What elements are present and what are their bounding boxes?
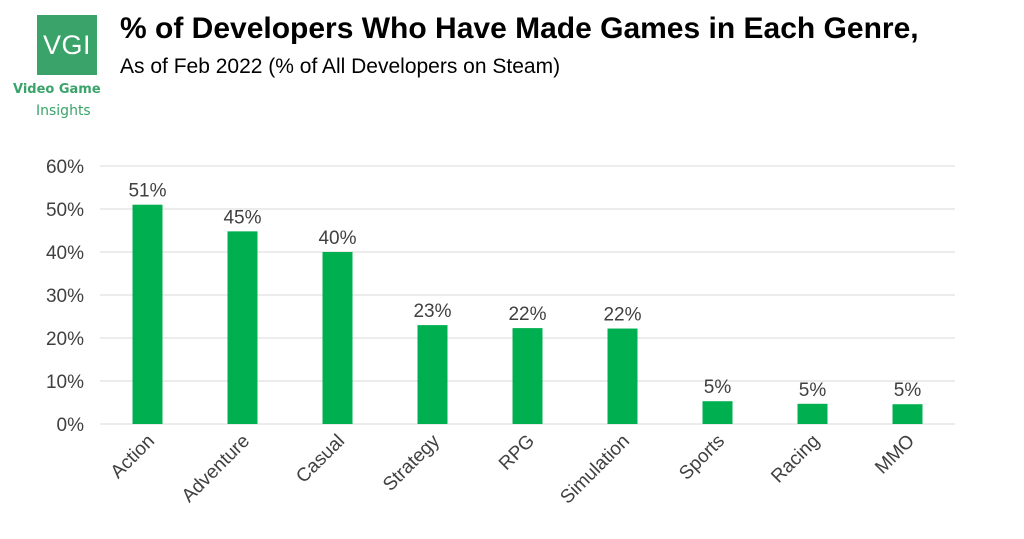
bars bbox=[132, 204, 923, 424]
y-axis-tick-labels: 0% 10% 20% 30% 40% 50% 60% bbox=[46, 157, 84, 436]
category-label-mmo: MMO bbox=[871, 431, 919, 479]
bar-rpg bbox=[512, 328, 543, 424]
data-label-racing: 5% bbox=[799, 380, 827, 401]
data-labels: 51% 45% 40% 23% 22% 22% 5% 5% 5% bbox=[128, 181, 921, 402]
data-label-simulation: 22% bbox=[603, 305, 641, 326]
brand-name-line1: Video Game bbox=[13, 82, 101, 97]
chart-subtitle: As of Feb 2022 (% of All Developers on S… bbox=[120, 55, 561, 78]
y-tick-label: 30% bbox=[46, 286, 84, 307]
bar-mmo bbox=[892, 404, 923, 424]
bar-strategy bbox=[417, 325, 448, 424]
chart-title: % of Developers Who Have Made Games in E… bbox=[120, 12, 919, 45]
vgi-logo: VGI bbox=[37, 15, 97, 75]
category-label-simulation: Simulation bbox=[556, 431, 634, 509]
data-label-strategy: 23% bbox=[413, 301, 451, 322]
bar-sports bbox=[702, 401, 733, 424]
brand-name-line2: Insights bbox=[36, 103, 91, 119]
bar-racing bbox=[797, 403, 828, 424]
y-tick-label: 10% bbox=[46, 372, 84, 393]
bar-adventure bbox=[227, 231, 258, 424]
bar-action bbox=[132, 204, 163, 424]
category-label-strategy: Strategy bbox=[379, 430, 444, 495]
category-label-racing: Racing bbox=[767, 431, 824, 488]
data-label-mmo: 5% bbox=[894, 380, 922, 401]
logo-text: VGI bbox=[42, 29, 91, 60]
data-label-sports: 5% bbox=[704, 377, 732, 398]
data-label-rpg: 22% bbox=[508, 304, 546, 325]
y-tick-label: 50% bbox=[46, 200, 84, 221]
category-label-rpg: RPG bbox=[495, 431, 539, 475]
data-label-adventure: 45% bbox=[223, 207, 261, 228]
category-label-adventure: Adventure bbox=[178, 431, 254, 507]
category-label-sports: Sports bbox=[675, 431, 729, 485]
category-labels: Action Adventure Casual Strategy RPG Simulati… bbox=[107, 430, 919, 508]
y-tick-label: 20% bbox=[46, 329, 84, 350]
category-label-casual: Casual bbox=[292, 431, 349, 488]
data-label-action: 51% bbox=[128, 181, 166, 202]
y-tick-label: 60% bbox=[46, 157, 84, 178]
bar-simulation bbox=[607, 328, 638, 424]
data-label-casual: 40% bbox=[318, 228, 356, 249]
category-label-action: Action bbox=[107, 431, 159, 483]
bar-casual bbox=[322, 252, 353, 424]
y-tick-label: 40% bbox=[46, 243, 84, 264]
y-tick-label: 0% bbox=[57, 415, 85, 436]
